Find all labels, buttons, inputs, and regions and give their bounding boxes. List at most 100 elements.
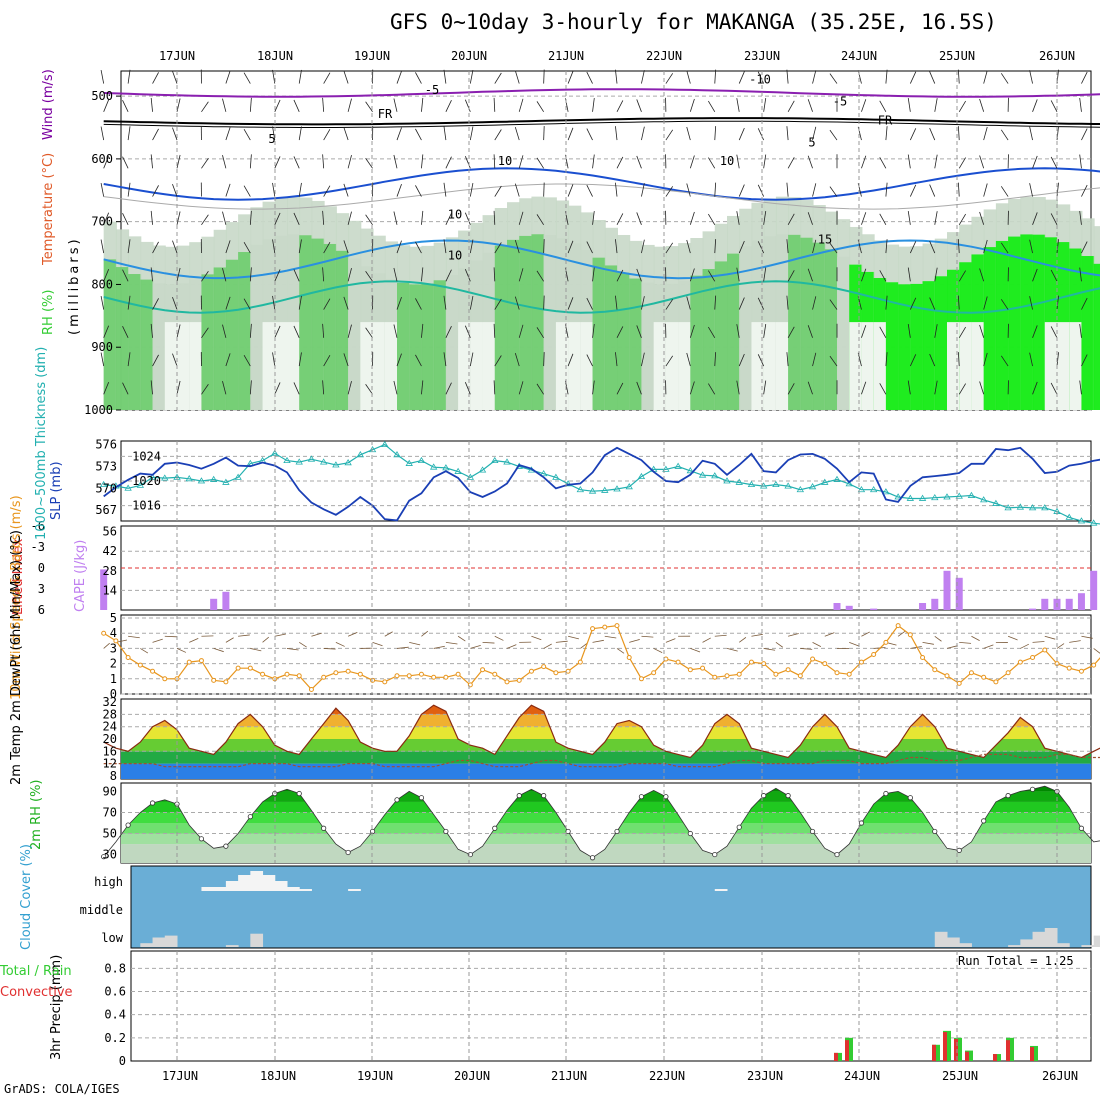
- wind-barb: [1050, 156, 1058, 169]
- wind-barb: [494, 129, 502, 141]
- wind-barb: [757, 128, 765, 141]
- wind-barb: [763, 154, 767, 169]
- wind-barb: [689, 155, 695, 169]
- wind10m-speed-point: [773, 671, 779, 677]
- wind-barb: [909, 297, 917, 310]
- wind-barb: [787, 157, 795, 169]
- cloud-low-bar: [934, 931, 948, 947]
- wind10m-barb: [849, 641, 859, 647]
- rh-point: [638, 794, 645, 800]
- wind-barb: [225, 70, 231, 84]
- contour-label: -10: [749, 73, 771, 87]
- wind10m-speed-point: [761, 661, 767, 667]
- contour-label: -5: [833, 95, 847, 109]
- wind-barb: [343, 127, 349, 141]
- upper-air-y-ticks: 500 600 700 800 900 1000: [84, 89, 121, 417]
- wind-barb: [567, 127, 574, 141]
- wind-barb: [243, 72, 251, 84]
- wind-barb: [1081, 241, 1088, 254]
- wind-barb: [365, 214, 373, 226]
- wind-barb: [686, 239, 691, 254]
- cloud-low-bar: [1032, 931, 1046, 947]
- cloud-level-label: middle: [80, 903, 123, 917]
- wind-barb: [445, 213, 452, 225]
- wind-barb: [829, 299, 838, 310]
- wind10m-barb: [396, 646, 409, 649]
- wind-barb: [812, 70, 817, 84]
- wind10m-speed-point: [211, 677, 217, 683]
- thickness-point: [1077, 517, 1086, 524]
- wind10m-barb: [946, 645, 958, 649]
- cape-bar: [210, 598, 218, 610]
- wind10m-barb: [482, 641, 495, 644]
- wind-barb: [421, 97, 424, 112]
- x-tick-top-label: 18JUN: [257, 49, 293, 63]
- thickness-point: [161, 474, 169, 481]
- thickness-point: [979, 496, 988, 503]
- wind-barb: [1050, 213, 1058, 225]
- wind-barb: [225, 296, 231, 310]
- wind-barb: [1081, 297, 1088, 310]
- wind-barb: [714, 69, 717, 84]
- temp-y-tick-label: 28: [103, 707, 117, 721]
- ylabel-rh2m: 2m RH (%): [29, 779, 44, 850]
- wind-barb: [1079, 154, 1082, 169]
- wind-barb: [665, 299, 674, 310]
- wind-barb: [443, 182, 447, 197]
- thickness-point: [417, 456, 426, 464]
- wind-barb: [934, 211, 938, 225]
- rh-shade-level: [604, 265, 618, 410]
- rh-shade-dry: [665, 322, 680, 410]
- wind-barb: [514, 353, 520, 367]
- wind-barb: [514, 127, 520, 141]
- wind-barb: [396, 296, 402, 310]
- rh-shade-level: [629, 278, 643, 410]
- thickness-grid: [121, 455, 1091, 507]
- wind10m-barb: [531, 635, 542, 641]
- rh-shade-dry: [873, 322, 887, 410]
- wind-barb: [122, 269, 129, 282]
- contour-10-dry: [103, 183, 1100, 210]
- credit-text: GrADS: COLA/IGES: [4, 1082, 120, 1096]
- wind-barb: [983, 352, 988, 367]
- ylabel-precip-total: Total / Rain: [0, 964, 72, 979]
- wind10m-barb: [788, 633, 799, 637]
- cape-bar: [943, 570, 951, 610]
- rh-point: [101, 854, 107, 860]
- wind-barb: [1032, 381, 1038, 395]
- wind-barb: [592, 154, 595, 169]
- wind-barb: [323, 298, 331, 310]
- contour-freezing-2: [103, 120, 1100, 128]
- wind10m-barb: [299, 642, 307, 648]
- wind-barb: [127, 182, 131, 197]
- wind-barb: [786, 239, 789, 254]
- thickness-point: [662, 465, 670, 472]
- thickness-point: [784, 482, 792, 489]
- wind-barb: [172, 127, 178, 141]
- contour-label: 10: [448, 248, 462, 262]
- wind-barb: [222, 268, 227, 282]
- wind10m-speed-point: [260, 671, 266, 677]
- thickness-point: [857, 485, 866, 493]
- rh-shade-level: [592, 257, 606, 410]
- wind-barb: [1079, 323, 1082, 338]
- wind-barb: [787, 383, 795, 395]
- wind-barb: [122, 382, 129, 395]
- wind-barb: [514, 70, 520, 84]
- wind-barb: [396, 183, 402, 197]
- wind10m-speed-point: [137, 662, 143, 668]
- wind10m-barb: [470, 645, 481, 649]
- wind-barb: [567, 71, 574, 84]
- wind-barb: [763, 267, 767, 282]
- thickness-point: [674, 462, 682, 469]
- wind-barb: [322, 97, 325, 112]
- wind-barb: [469, 352, 474, 367]
- wind10m-speed-point: [651, 670, 657, 676]
- wind-barb: [322, 210, 325, 225]
- precip-y-tick-label: 0.4: [104, 1008, 126, 1022]
- wind-barb: [249, 323, 252, 338]
- cape-y-tick-label: 56: [103, 525, 117, 539]
- thickness-point: [332, 461, 340, 468]
- wind-barb: [347, 381, 352, 395]
- wind-barb: [493, 210, 496, 225]
